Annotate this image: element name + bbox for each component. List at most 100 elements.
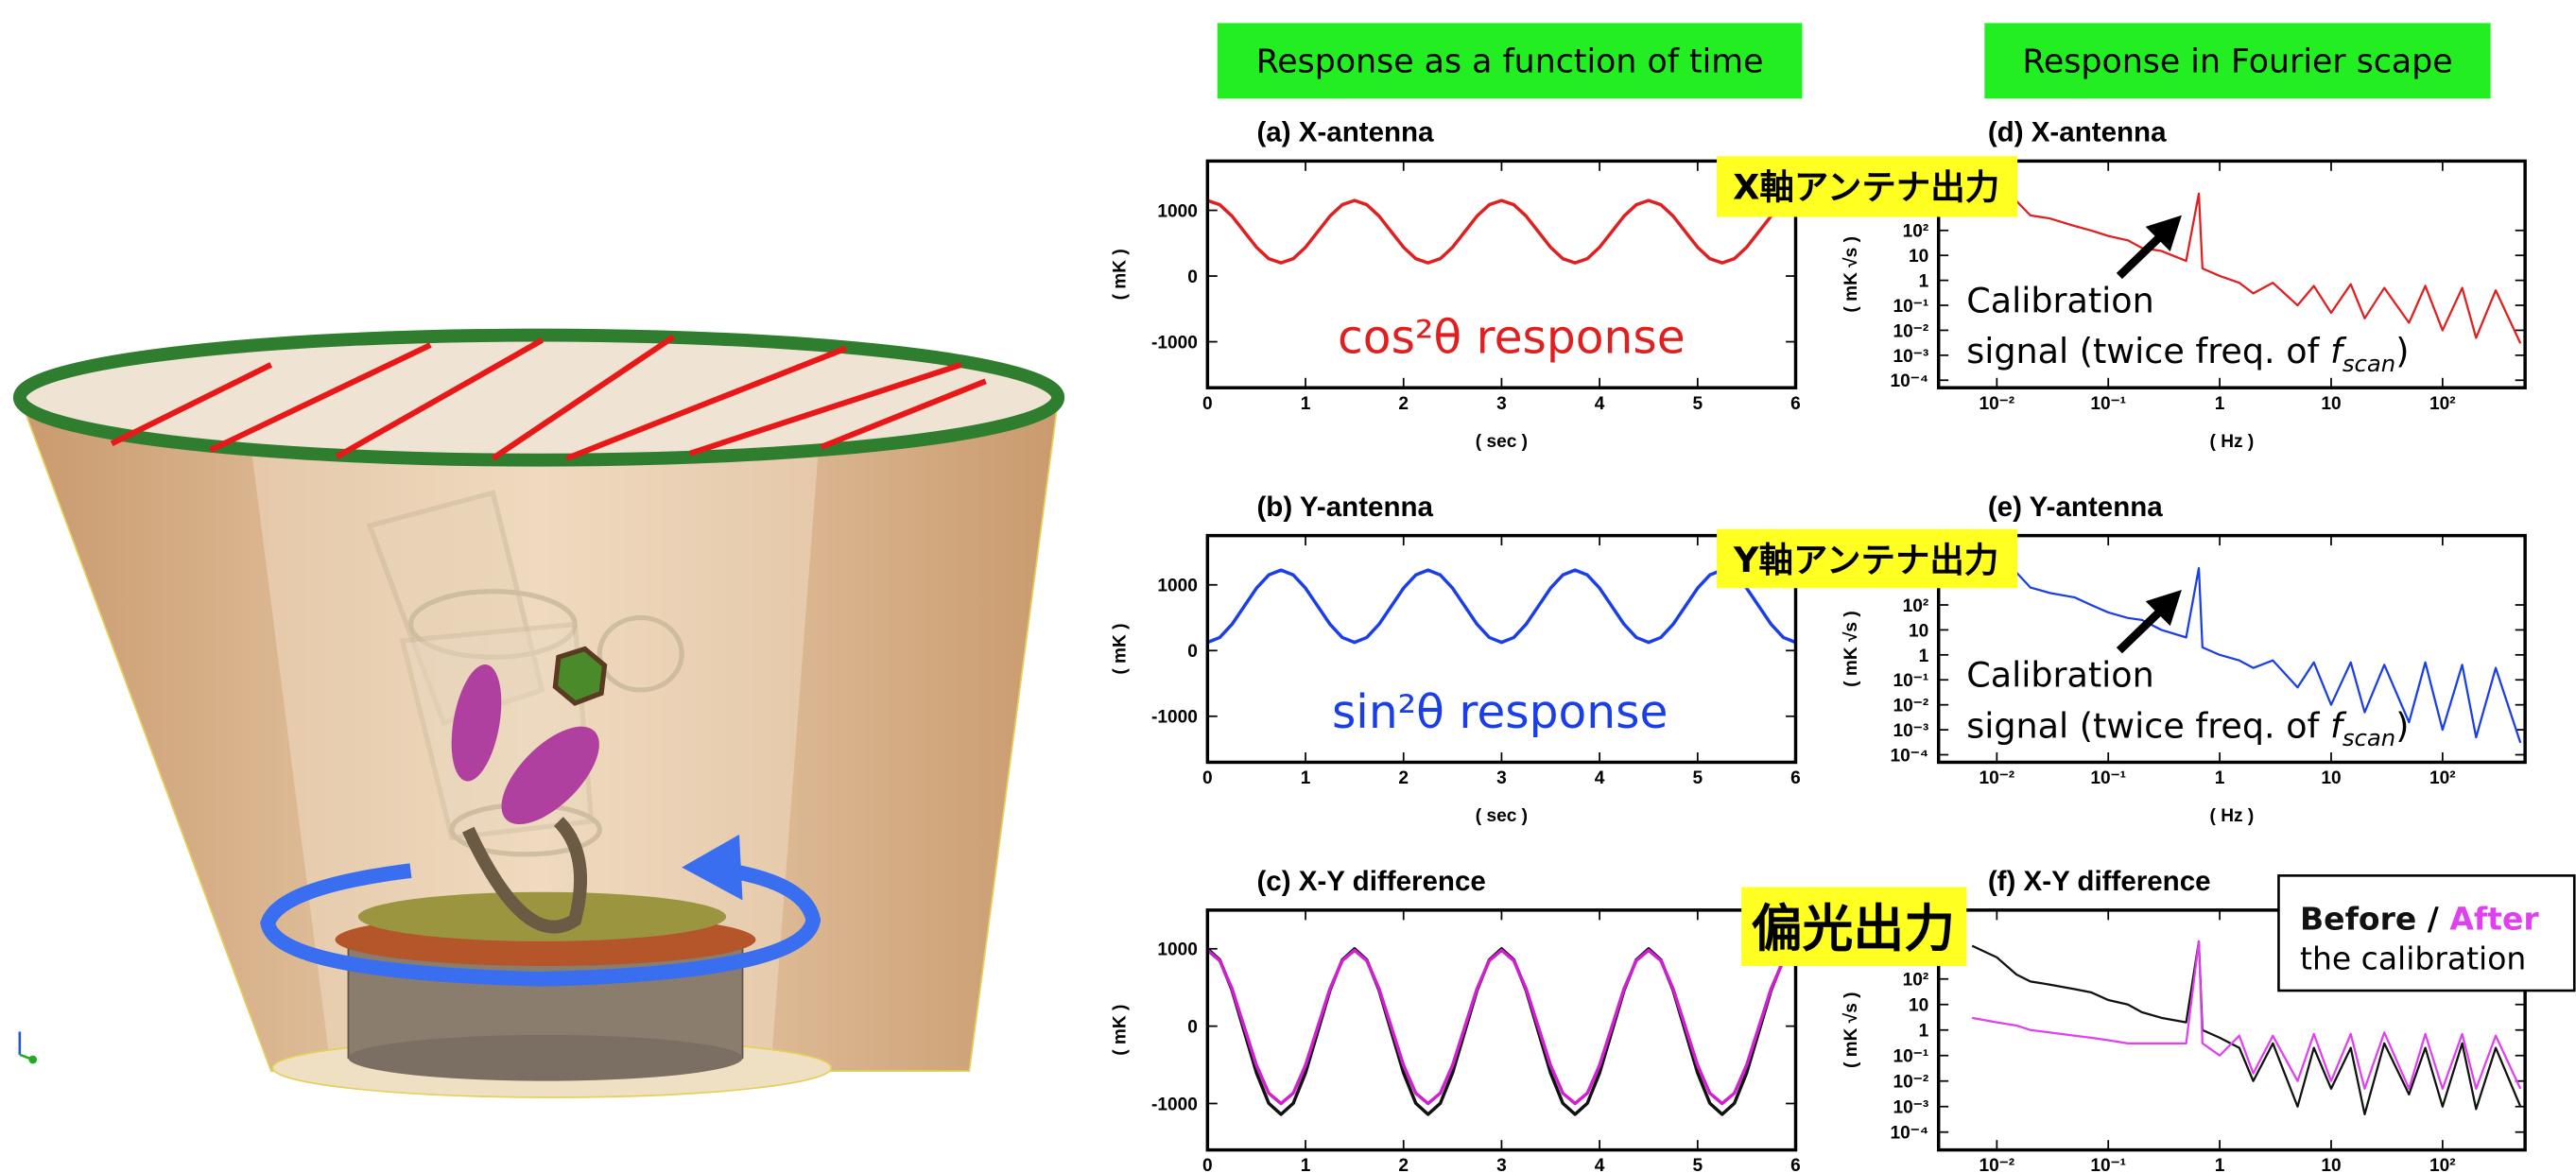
callout: X軸アンテナ出力 bbox=[1733, 166, 1999, 207]
chart-title: (d) X-antenna bbox=[1988, 117, 2167, 148]
y-tick-label: -1000 bbox=[1151, 708, 1198, 728]
y-tick-label: 10² bbox=[1903, 596, 1929, 616]
x-tick-label: 4 bbox=[1595, 1156, 1605, 1173]
chart-title: (e) Y-antenna bbox=[1988, 492, 2163, 523]
note-text: scan bbox=[2343, 724, 2395, 751]
charts: (a) X-antenna( mK )( sec )-1000010000123… bbox=[1110, 117, 2525, 1173]
y-tick-label: 10² bbox=[1903, 971, 1929, 991]
legend-text: the calibration bbox=[2300, 940, 2526, 976]
header: Response as a function of time bbox=[1256, 43, 1764, 81]
x-tick-label: 4 bbox=[1595, 768, 1605, 788]
annotation: cos²θ response bbox=[1338, 312, 1686, 365]
y-tick-label: 10⁻³ bbox=[1893, 1098, 1929, 1118]
y-tick-label: 10⁻⁴ bbox=[1890, 746, 1928, 766]
x-tick-label: 6 bbox=[1790, 394, 1801, 414]
y-tick-label: 1 bbox=[1919, 647, 1929, 666]
x-tick-label: 10⁻² bbox=[1979, 394, 2014, 414]
y-axis-label: ( mK √s ) bbox=[1841, 992, 1861, 1068]
y-tick-label: 10⁻³ bbox=[1893, 721, 1929, 741]
x-tick-label: 6 bbox=[1790, 1156, 1801, 1173]
figure: Response as a function of time Response … bbox=[0, 0, 2576, 1173]
x-tick-label: 10 bbox=[2321, 768, 2341, 788]
x-axis-label: ( sec ) bbox=[1476, 432, 1528, 452]
aperture-rim bbox=[20, 336, 1058, 460]
x-tick-label: 2 bbox=[1398, 768, 1409, 788]
x-tick-label: 10⁻² bbox=[1979, 1156, 2014, 1173]
y-tick-label: 10⁻² bbox=[1893, 697, 1929, 716]
x-tick-label: 10 bbox=[2321, 394, 2341, 414]
detector bbox=[555, 649, 604, 703]
y-axis-label: ( mK ) bbox=[1110, 623, 1130, 674]
x-tick-label: 0 bbox=[1202, 1156, 1213, 1173]
y-tick-label: 0 bbox=[1187, 642, 1198, 662]
y-tick-label: 1000 bbox=[1157, 940, 1198, 960]
y-tick-label: 1 bbox=[1919, 272, 1929, 292]
x-tick-label: 2 bbox=[1398, 394, 1409, 414]
chart-title: (f) X-Y difference bbox=[1988, 866, 2211, 897]
y-tick-label: 10⁻⁴ bbox=[1890, 1124, 1928, 1144]
x-tick-label: 10² bbox=[2429, 1156, 2456, 1173]
y-tick-label: 10⁻² bbox=[1893, 321, 1929, 341]
legend: Before / After the calibration bbox=[2278, 875, 2574, 991]
header: Response in Fourier scape bbox=[2022, 43, 2452, 81]
y-tick-label: 10² bbox=[1903, 222, 1929, 242]
note-text: Calibration bbox=[1966, 655, 2154, 696]
x-tick-label: 3 bbox=[1496, 394, 1507, 414]
x-tick-label: 2 bbox=[1398, 1156, 1409, 1173]
x-tick-label: 0 bbox=[1202, 394, 1213, 414]
note-text: scan bbox=[2343, 350, 2395, 377]
x-tick-label: 1 bbox=[1301, 1156, 1311, 1173]
chart-title: (a) X-antenna bbox=[1256, 117, 1434, 148]
annotation: sin²θ response bbox=[1332, 686, 1668, 739]
y-tick-label: 1000 bbox=[1157, 577, 1198, 596]
chart-title: (b) Y-antenna bbox=[1256, 492, 1433, 523]
y-tick-label: 10⁻¹ bbox=[1893, 671, 1929, 691]
base-bottom bbox=[348, 1035, 742, 1081]
legend-text: / bbox=[2428, 901, 2440, 938]
y-tick-label: 10 bbox=[1909, 247, 1928, 267]
note-text: ) bbox=[2395, 331, 2409, 371]
x-tick-label: 1 bbox=[2215, 768, 2225, 788]
y-tick-label: 0 bbox=[1187, 1018, 1198, 1038]
legend-entry: Before bbox=[2300, 901, 2416, 938]
chart-title: (c) X-Y difference bbox=[1256, 866, 1485, 897]
x-tick-label: 4 bbox=[1595, 394, 1605, 414]
y-tick-label: 1000 bbox=[1157, 201, 1198, 221]
x-tick-label: 1 bbox=[2215, 1156, 2225, 1173]
x-tick-label: 0 bbox=[1202, 768, 1213, 788]
x-tick-label: 10² bbox=[2429, 394, 2456, 414]
y-tick-label: 10 bbox=[1909, 621, 1928, 641]
x-tick-label: 10 bbox=[2321, 1156, 2341, 1173]
y-tick-label: 0 bbox=[1187, 267, 1198, 287]
note-text: signal (twice freq. of bbox=[1966, 331, 2330, 371]
note-text: ) bbox=[2395, 705, 2409, 746]
y-tick-label: -1000 bbox=[1151, 1095, 1198, 1114]
x-tick-label: 5 bbox=[1692, 394, 1703, 414]
legend-text: Before / After bbox=[2300, 901, 2539, 938]
y-tick-label: 10⁻³ bbox=[1893, 347, 1929, 367]
x-tick-label: 10⁻² bbox=[1979, 768, 2014, 788]
x-axis-label: ( Hz ) bbox=[2210, 806, 2255, 826]
plot-area bbox=[1207, 910, 1795, 1150]
y-axis-label: ( mK √s ) bbox=[1841, 611, 1861, 687]
legend-entry: After bbox=[2449, 901, 2539, 938]
y-axis-label: ( mK ) bbox=[1110, 249, 1130, 300]
y-tick-label: 1 bbox=[1919, 1022, 1929, 1042]
callout: 偏光出力 bbox=[1752, 899, 1955, 958]
y-tick-label: 10⁻¹ bbox=[1893, 297, 1929, 317]
y-axis-label: ( mK ) bbox=[1110, 1005, 1130, 1056]
y-tick-label: 10 bbox=[1909, 996, 1928, 1016]
x-tick-label: 5 bbox=[1692, 1156, 1703, 1173]
x-tick-label: 10⁻¹ bbox=[2090, 1156, 2126, 1173]
x-axis-label: ( sec ) bbox=[1476, 806, 1528, 826]
y-axis-label: ( mK √s ) bbox=[1841, 236, 1861, 313]
x-axis-label: ( Hz ) bbox=[2210, 432, 2255, 452]
note-text: signal (twice freq. of bbox=[1966, 705, 2330, 746]
x-tick-label: 1 bbox=[1301, 394, 1311, 414]
callout: Y軸アンテナ出力 bbox=[1733, 540, 1998, 580]
x-tick-label: 10⁻¹ bbox=[2090, 768, 2126, 788]
y-tick-label: 10⁻² bbox=[1893, 1073, 1929, 1093]
x-tick-label: 1 bbox=[1301, 768, 1311, 788]
